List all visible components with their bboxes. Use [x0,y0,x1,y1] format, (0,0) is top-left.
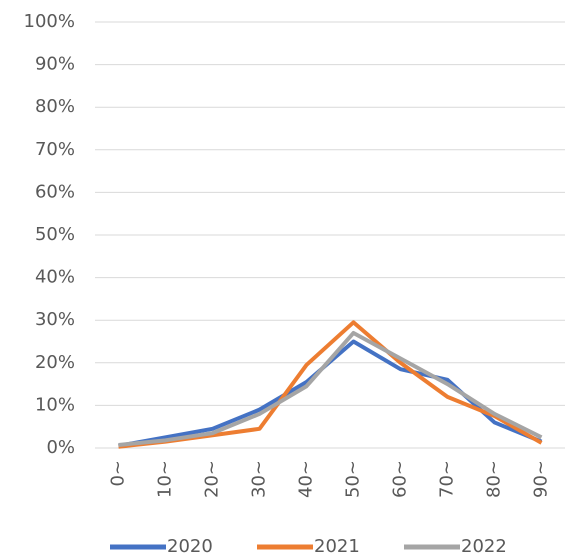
y-tick-label: 40% [35,267,75,288]
y-tick-label: 20% [35,352,75,373]
y-tick-label: 10% [35,394,75,415]
y-tick-label: 80% [35,96,75,117]
x-tick-label: 40~ [296,460,317,498]
y-tick-label: 30% [35,309,75,330]
y-tick-label: 50% [35,224,75,245]
x-tick-label: 50~ [343,460,364,498]
legend-label: 2022 [461,536,507,557]
x-tick-label: 70~ [437,460,458,498]
x-tick-label: 10~ [155,460,176,498]
y-tick-label: 0% [46,437,75,458]
x-tick-label: 20~ [202,460,223,498]
legend-label: 2020 [167,536,213,557]
x-tick-label: 0~ [108,460,129,487]
series-line [118,330,543,448]
x-tick-label: 30~ [249,460,270,498]
legend-label: 2021 [314,536,360,557]
y-tick-label: 70% [35,139,75,160]
series-line [118,320,543,449]
x-tick-label: 80~ [484,460,505,498]
x-tick-label: 90~ [531,460,552,498]
y-tick-label: 60% [35,181,75,202]
x-tick-label: 60~ [390,460,411,498]
y-tick-label: 90% [35,54,75,75]
y-tick-label: 100% [24,11,75,32]
